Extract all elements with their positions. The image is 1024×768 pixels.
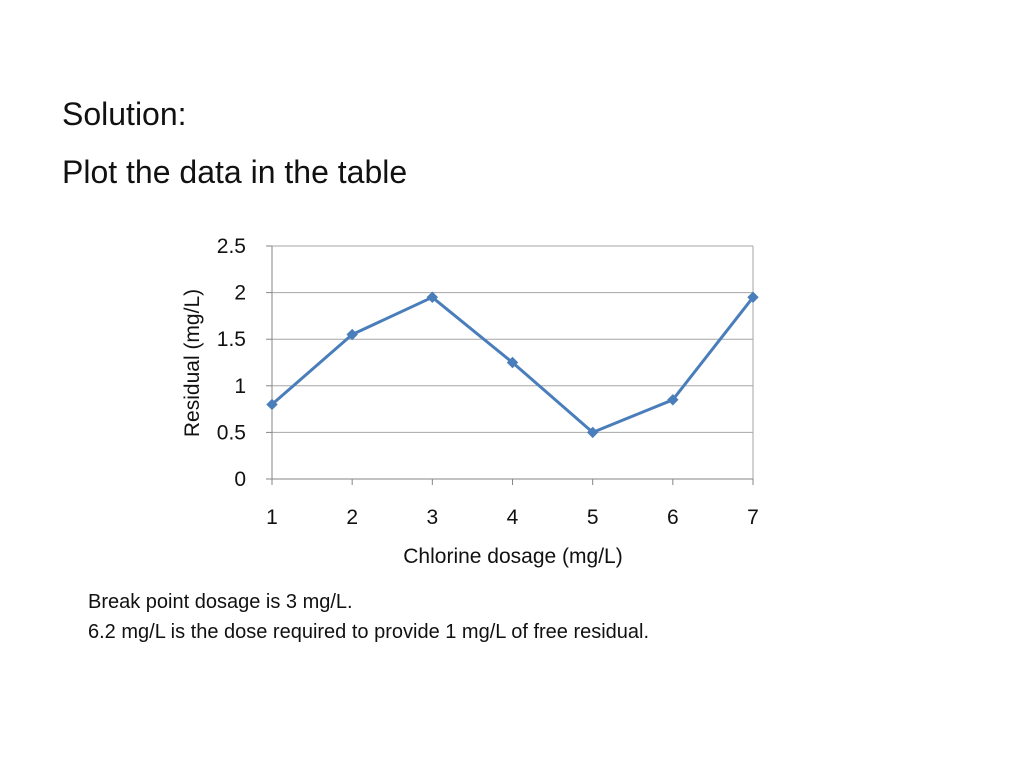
x-axis-label: Chlorine dosage (mg/L) — [403, 545, 622, 568]
data-point-0 — [266, 398, 278, 411]
data-point-2 — [426, 291, 439, 303]
data-point-5 — [667, 394, 679, 406]
x-tick-label-4: 5 — [587, 506, 599, 529]
y-axis-label: Residual (mg/L) — [181, 289, 204, 437]
x-tick-label-5: 6 — [667, 506, 679, 529]
y-tick-label-1: 0.5 — [217, 421, 246, 444]
y-tick-label-3: 1.5 — [217, 328, 246, 351]
grid-lines — [272, 245, 754, 479]
x-tick-label-3: 4 — [507, 506, 519, 529]
data-point-3 — [506, 356, 519, 369]
series-residual — [266, 291, 759, 439]
y-tick-label-5: 2.5 — [217, 235, 246, 258]
x-tick-label-6: 7 — [747, 506, 759, 529]
data-point-1 — [346, 328, 358, 341]
slide-heading-solution: Solution: — [62, 96, 187, 132]
data-point-6 — [747, 291, 759, 303]
note-required-dose: 6.2 mg/L is the dose required to provide… — [88, 621, 650, 643]
x-tick-label-1: 2 — [346, 506, 358, 529]
x-tick-label-0: 1 — [266, 506, 278, 529]
y-tick-label-2: 1 — [234, 375, 246, 398]
tick-labels: 0 0.5 1 1.5 2 2.5 1 2 3 4 5 6 7 — [217, 235, 759, 529]
axes — [266, 245, 754, 485]
data-point-4 — [586, 426, 599, 439]
x-tick-label-2: 3 — [426, 506, 438, 529]
slide-heading-plot: Plot the data in the table — [62, 154, 408, 190]
y-tick-label-4: 2 — [234, 282, 246, 305]
note-break-point: Break point dosage is 3 mg/L. — [88, 591, 353, 613]
y-tick-label-0: 0 — [234, 468, 246, 491]
